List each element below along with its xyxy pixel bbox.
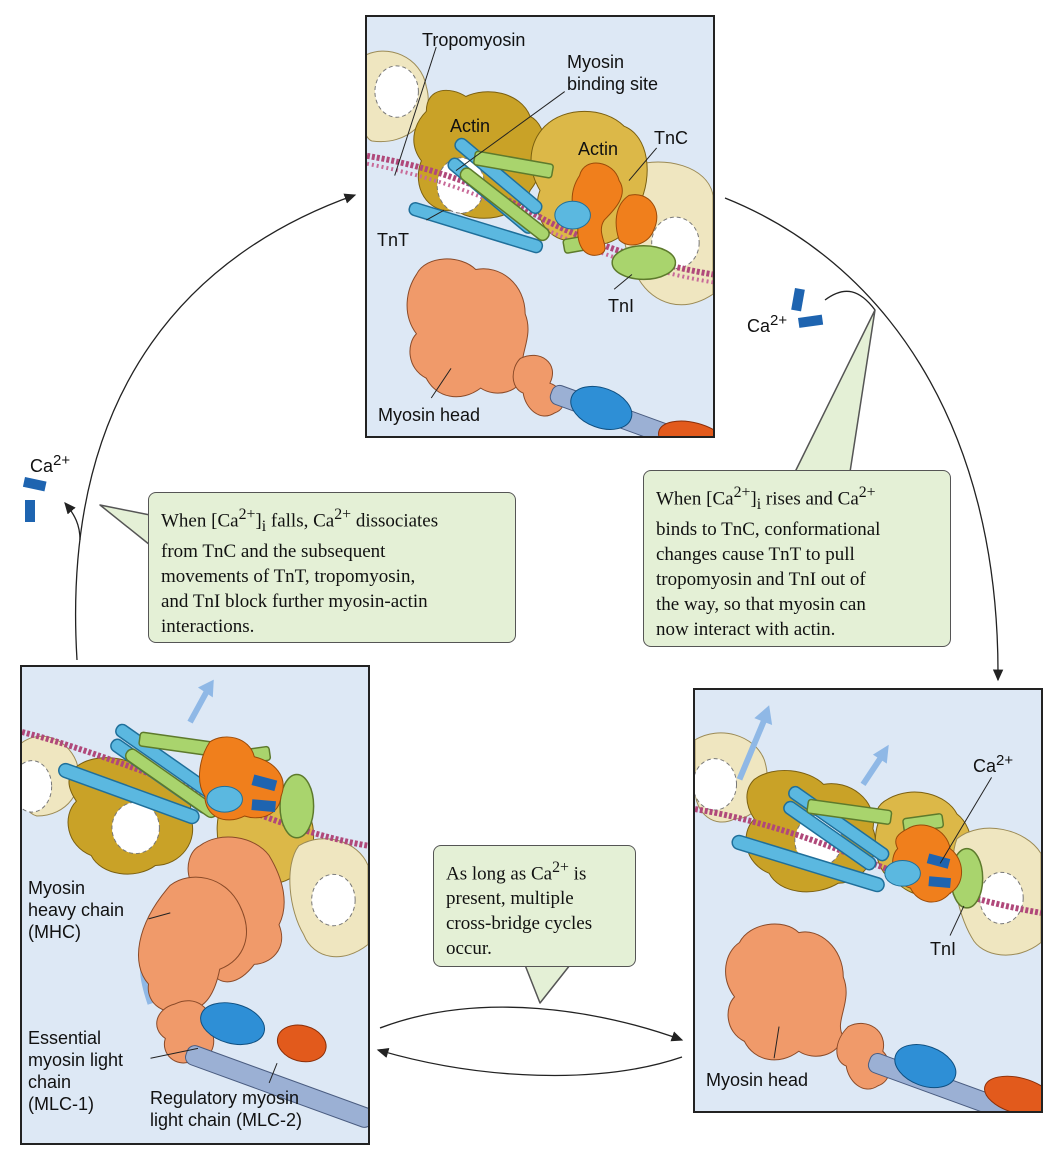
label-tropomyosin: Tropomyosin [422,30,526,50]
calcium-ion [251,799,276,813]
tnt-rod [783,800,877,871]
left-panel-illustration [22,679,368,1128]
myosin-head-shape [725,923,847,1061]
callout-tail-falls [99,504,151,546]
label-tni: TnI [608,296,635,316]
panel-top-active-state: Tropomyosin Myosin binding site Actin Ac… [365,15,715,438]
label-tni: TnI [930,939,957,959]
actin-hole [111,801,160,855]
label-myosin-head: Myosin head [706,1070,809,1090]
tni-rod [459,167,550,242]
essential-light-chain [894,1044,957,1089]
callout-tail-cycles [524,964,571,1004]
actin-hole [979,871,1024,925]
tni-head [279,773,315,839]
top-panel-illustration [367,46,713,436]
myosin-heavy-chain [137,876,247,1013]
callout-rises-text: When [Ca2+]i rises and Ca2+ binds to TnC… [656,484,881,641]
actin-hole [695,758,738,811]
movement-arrow [736,718,767,781]
tnt-rod [408,202,544,254]
movement-arrow-head [754,705,773,726]
calcium-ion [926,853,951,869]
free-calcium-label-left: Ca2+ [30,452,71,476]
panel-left-power-stroke: Myosin heavy chain (MHC) Essential myosi… [20,665,370,1145]
regulatory-light-chain [984,1075,1041,1111]
arrow-calcium-binding [824,290,876,311]
movement-arrow [860,756,884,786]
tropomyosin-strand [695,806,1041,916]
callout-falls-text: When [Ca2+]i falls, Ca2+ dissociates fro… [161,506,439,638]
label-calcium: Ca2+ [973,752,1014,776]
tropomyosin-strand [22,729,368,849]
tnt-rod [58,762,200,825]
actin-hole [22,760,53,813]
free-calcium-left [22,476,47,522]
label-essential-light-chain: Essential myosin light chain (MLC-1) [28,1028,124,1114]
free-calcium-right [791,287,824,328]
actin-hole [311,873,356,927]
label-actin-right: Actin [578,139,619,159]
essential-light-chain [570,385,633,430]
arrow-to-free-calcium [64,502,81,541]
regulatory-light-chain [658,420,713,436]
calcium-ion [25,500,35,522]
tni-rod [806,798,893,825]
label-myosin-heavy-chain: Myosin heavy chain (MHC) [28,878,125,942]
label-actin-left: Actin [450,116,491,136]
callout-cross-bridge-cycles: As long as Ca2+ is present, multiple cro… [433,845,636,967]
myosin-lever-arm [185,1045,368,1128]
label-regulatory-light-chain: Regulatory myosin light chain (MLC-2) [150,1088,303,1130]
panel-right-cross-bridge: Ca2+ TnI Myosin head [693,688,1043,1113]
callout-calcium-rises: When [Ca2+]i rises and Ca2+ binds to TnC… [643,470,951,647]
callout-cycles-text: As long as Ca2+ is present, multiple cro… [446,859,593,960]
movement-arrow-head [197,679,214,698]
free-calcium-label-right: Ca2+ [747,312,788,336]
tnt-rod [731,834,885,893]
calcium-ion [791,287,805,312]
troponin-core [206,785,243,813]
arrow-right-to-left-lower [376,1047,683,1077]
essential-light-chain [200,1002,265,1046]
label-tnt: TnT [377,230,410,250]
label-myosin-head: Myosin head [378,405,481,425]
movement-arrow [187,688,211,724]
right-panel-illustration [695,705,1041,1111]
calcium-ion [798,314,824,328]
tni-head [611,245,677,281]
calcium-ion [22,476,47,492]
calcium-ion [251,774,278,792]
calcium-ion [928,876,951,889]
label-tnc: TnC [654,128,689,148]
troponin-core [554,200,591,230]
callout-calcium-falls: When [Ca2+]i falls, Ca2+ dissociates fro… [148,492,516,643]
troponin-core [884,859,921,887]
myosin-head-shape [406,258,529,398]
arrow-right-to-left-upper [379,1006,684,1042]
movement-arrow-head [872,744,889,764]
label-myosin-binding-site: Myosin binding site [567,52,659,94]
tnc-subunit [615,194,658,246]
tni-rods [459,150,677,281]
regulatory-light-chain [276,1024,327,1063]
actin-hole [374,65,419,118]
callout-tail-rises [794,309,876,473]
